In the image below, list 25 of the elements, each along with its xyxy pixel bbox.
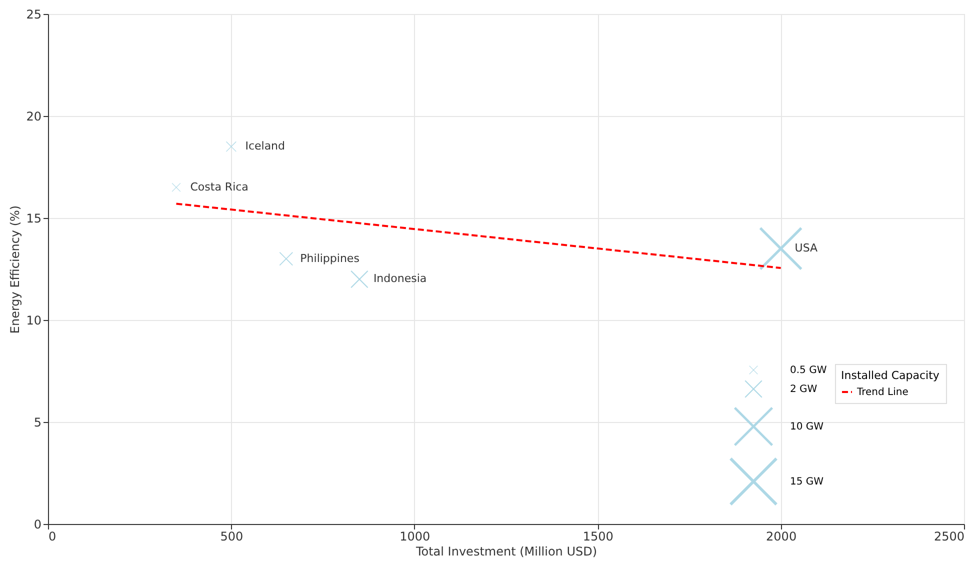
legend-title: Installed Capacity (841, 369, 940, 382)
x-tick-label: 500 (220, 530, 244, 544)
y-tick-label: 25 (26, 8, 42, 22)
annotation: Costa Rica (190, 180, 248, 194)
x-tick-label: 2500 (934, 530, 964, 544)
annotation: Indonesia (373, 272, 427, 286)
x-tick-label: 0 (48, 530, 56, 544)
y-tick-label: 10 (26, 314, 42, 328)
legend-label: 15 GW (790, 476, 824, 488)
legend-label: 10 GW (790, 422, 824, 432)
annotation: Philippines (300, 252, 360, 265)
y-tick-label: 20 (26, 110, 42, 124)
x-axis-title: Total Investment (Million USD) (414, 544, 598, 558)
x-tick-label: 2000 (766, 530, 797, 544)
x-tick-label: 1000 (400, 530, 430, 544)
y-tick-label: 0 (34, 518, 42, 532)
y-axis-title: Energy Efficiency (%) (8, 205, 22, 334)
y-tick-label: 15 (26, 212, 42, 226)
annotation: Iceland (245, 140, 286, 153)
x-tick-label: 1500 (582, 530, 614, 544)
y-tick-label: 5 (34, 416, 42, 430)
legend-label: Trend Line (856, 387, 908, 398)
legend-label: 0.5 GW (790, 365, 827, 376)
annotation: USA (794, 242, 818, 255)
legend-label: 2 GW (790, 384, 818, 395)
